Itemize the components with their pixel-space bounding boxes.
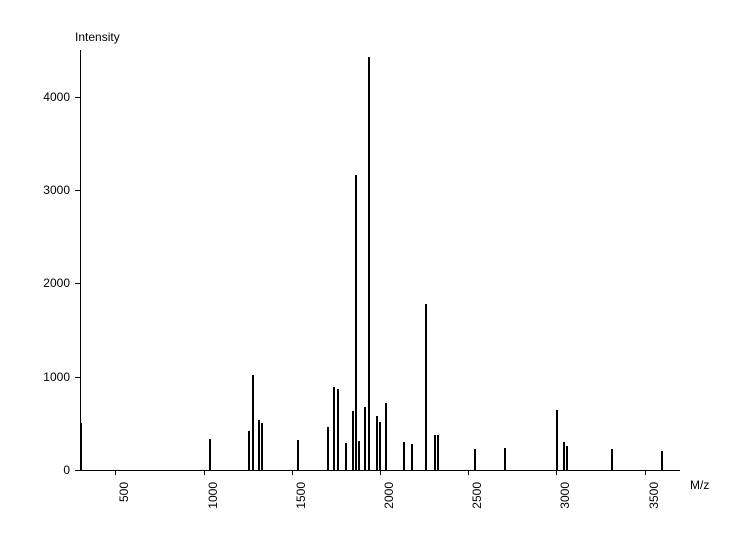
spectrum-peak [661,451,663,470]
spectrum-peak [248,431,250,470]
y-tick [75,470,80,471]
y-tick [75,283,80,284]
spectrum-peak [368,57,370,470]
x-tick [468,470,469,475]
spectrum-peak [437,435,439,470]
x-tick-label: 2000 [382,482,396,522]
y-tick-label: 1000 [25,370,70,384]
spectrum-peak [611,449,613,470]
y-tick-label: 3000 [25,183,70,197]
y-tick [75,190,80,191]
y-tick-label: 4000 [25,90,70,104]
y-axis-title: Intensity [75,30,120,44]
x-tick [556,470,557,475]
x-axis-title: M/z [690,478,709,492]
spectrum-peak [556,410,558,470]
x-tick [645,470,646,475]
spectrum-peak [563,442,565,470]
spectrum-peak [379,422,381,470]
x-tick [380,470,381,475]
x-tick-label: 1000 [206,482,220,522]
spectrum-peak [297,440,299,470]
x-tick [115,470,116,475]
y-tick-label: 2000 [25,276,70,290]
x-tick [204,470,205,475]
x-tick [292,470,293,475]
x-tick-label: 2500 [470,482,484,522]
y-axis [80,50,81,470]
spectrum-peak [333,387,335,470]
y-tick [75,97,80,98]
spectrum-peak [358,441,360,470]
spectrum-peak [261,423,263,470]
x-tick-label: 500 [117,482,131,522]
x-tick-label: 3500 [647,482,661,522]
spectrum-peak [345,443,347,470]
spectrum-peak [352,411,354,470]
spectrum-peak [385,403,387,470]
spectrum-peak [209,439,211,470]
spectrum-peak [364,407,366,470]
spectrum-peak [355,175,357,470]
y-tick [75,377,80,378]
spectrum-peak [337,389,339,470]
spectrum-peak [425,304,427,470]
spectrum-peak [376,416,378,470]
spectrum-peak [403,442,405,470]
spectrum-peak [411,444,413,470]
x-tick-label: 1500 [294,482,308,522]
spectrum-peak [434,435,436,470]
spectrum-peak [474,449,476,470]
spectrum-peak [327,427,329,470]
plot-area [80,50,680,470]
spectrum-peak [252,375,254,470]
spectrum-peak [566,446,568,470]
mass-spectrum-chart: Intensity M/z 0 1000 2000 3000 4000 500 1000 15… [0,0,750,540]
y-tick-label: 0 [25,463,70,477]
x-tick-label: 3000 [558,482,572,522]
spectrum-peak [504,448,506,470]
